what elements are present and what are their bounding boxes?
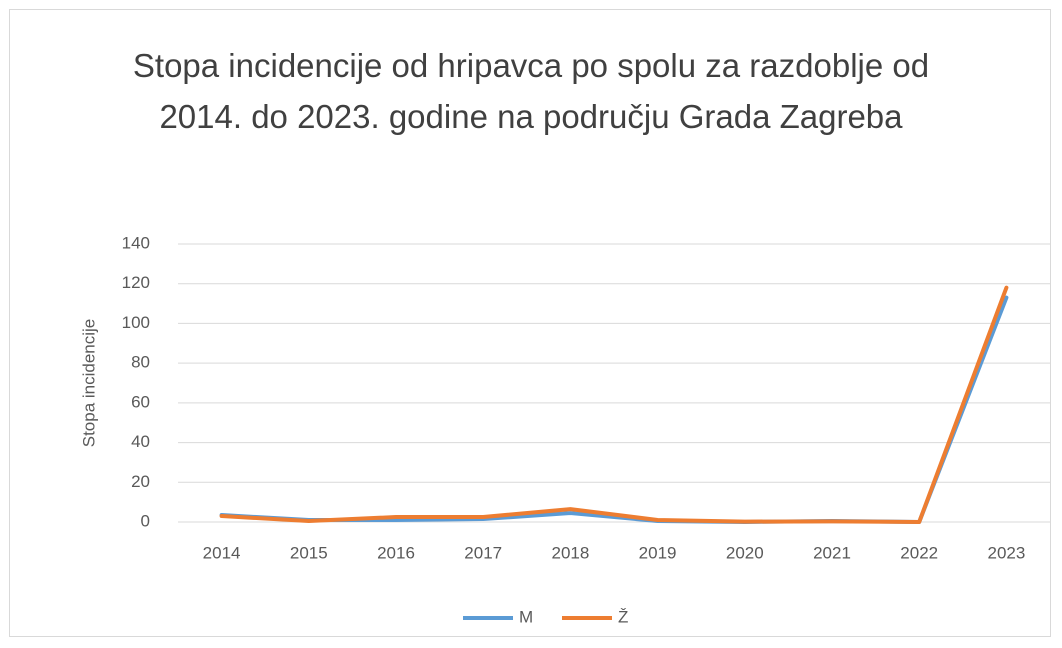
series-line (219, 285, 1009, 524)
x-tick-label: 2017 (464, 543, 502, 562)
x-tick-label: 2023 (987, 543, 1025, 562)
y-tick-label: 100 (122, 313, 150, 332)
y-tick-label: 40 (131, 432, 150, 451)
chart-border (9, 9, 1051, 637)
y-tick-label: 140 (122, 233, 150, 252)
x-tick-label: 2015 (290, 543, 328, 562)
x-tick-label: 2018 (551, 543, 589, 562)
x-tick-label: 2021 (813, 543, 851, 562)
x-tick-label: 2022 (900, 543, 938, 562)
legend-label: Ž (618, 607, 628, 626)
y-tick-label: 120 (122, 273, 150, 292)
x-tick-label: 2016 (377, 543, 415, 562)
chart-title: Stopa incidencije od hripavca po spolu z… (132, 47, 930, 135)
y-tick-label: 0 (141, 511, 150, 530)
y-tick-label: 60 (131, 392, 150, 411)
y-tick-label: 80 (131, 353, 150, 372)
x-tick-label: 2019 (639, 543, 677, 562)
legend-label: M (519, 607, 533, 626)
series-line (219, 295, 1009, 524)
y-tick-label: 20 (131, 472, 150, 491)
x-tick-label: 2020 (726, 543, 764, 562)
x-tick-label: 2014 (203, 543, 241, 562)
y-axis-label: Stopa incidencije (79, 319, 98, 448)
